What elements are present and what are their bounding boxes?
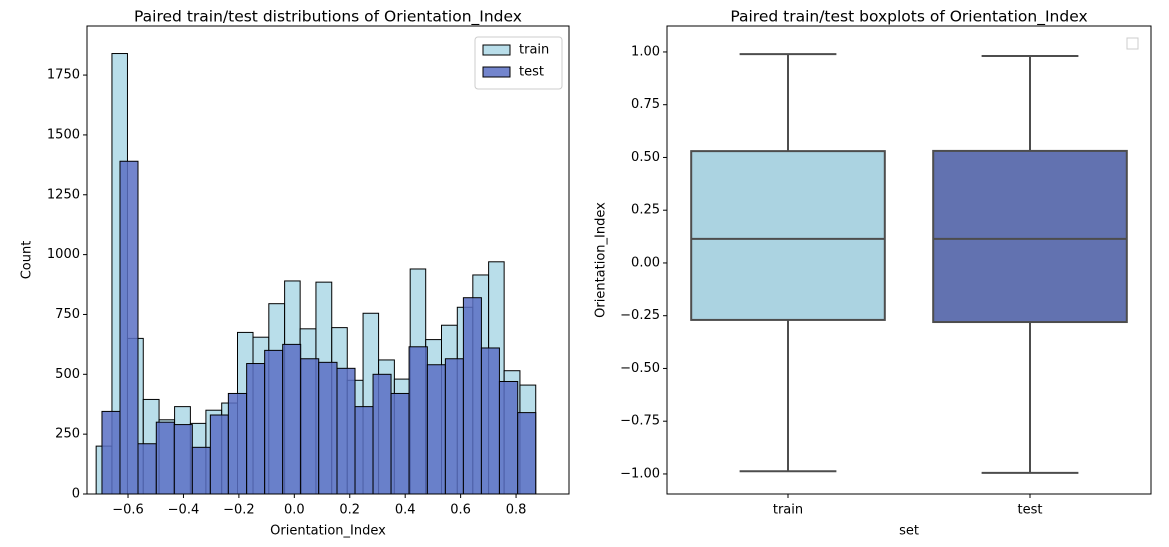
bar	[408, 346, 428, 495]
x-tick-label: −0.6	[112, 503, 144, 518]
y-tick-label: 1.00	[631, 44, 660, 59]
y-tick-label: 1500	[47, 127, 80, 142]
x-tick-label: −0.2	[223, 503, 255, 518]
y-tick-label: 1000	[47, 247, 80, 262]
x-axis-label: set	[899, 524, 919, 539]
bar	[426, 364, 446, 495]
bar	[517, 412, 537, 495]
bar	[498, 380, 519, 495]
legend-swatch	[482, 66, 511, 78]
y-tick-label: 0.00	[631, 255, 660, 270]
chart-title: Paired train/test distributions of Orien…	[134, 8, 522, 27]
bar	[462, 297, 482, 495]
bar	[300, 358, 320, 495]
bar	[480, 347, 500, 495]
bar	[318, 361, 338, 495]
axes-frame	[666, 25, 1152, 495]
y-tick-label: 0.50	[631, 150, 660, 165]
legend-label: test	[519, 65, 544, 80]
y-tick-label: 0.75	[631, 97, 660, 112]
y-tick-label: 1750	[47, 68, 80, 83]
x-tick-label: −0.4	[168, 503, 200, 518]
bar	[336, 367, 356, 495]
bar	[155, 421, 175, 495]
y-tick-label: 0	[72, 487, 80, 502]
y-tick-label: 1250	[47, 187, 80, 202]
x-tick-label: 0.0	[284, 503, 305, 518]
bar	[372, 373, 392, 495]
y-tick-label: −0.50	[620, 361, 660, 376]
y-tick-label: −0.75	[620, 414, 660, 429]
x-tick-label: 0.2	[339, 503, 360, 518]
bar	[444, 358, 464, 495]
y-tick-label: −1.00	[620, 466, 660, 481]
bar	[354, 406, 374, 495]
bar	[191, 446, 211, 495]
y-tick-label: 250	[55, 427, 80, 442]
bar	[227, 392, 248, 495]
y-tick-label: 500	[55, 367, 80, 382]
legend-swatch	[482, 44, 511, 56]
bar	[282, 343, 302, 495]
bar	[101, 410, 121, 495]
box	[932, 149, 1128, 324]
x-tick-label: 0.6	[450, 503, 471, 518]
bar	[137, 443, 157, 495]
x-tick-label: test	[1018, 503, 1043, 518]
bar	[246, 363, 266, 495]
y-axis-label: Orientation_Index	[594, 202, 609, 318]
y-tick-label: −0.25	[620, 308, 660, 323]
x-tick-label: 0.4	[395, 503, 416, 518]
bar	[119, 160, 139, 495]
box	[690, 150, 886, 321]
x-axis-label: Orientation_Index	[270, 524, 386, 539]
x-tick-label: train	[773, 503, 803, 518]
x-tick-label: 0.8	[506, 503, 527, 518]
bar	[264, 349, 284, 495]
bar	[173, 424, 193, 495]
bar	[209, 414, 229, 495]
y-tick-label: 750	[55, 307, 80, 322]
chart-title: Paired train/test boxplots of Orientatio…	[730, 8, 1087, 27]
axes-frame	[86, 25, 570, 495]
legend-label: train	[519, 43, 549, 58]
empty-legend	[1126, 37, 1139, 50]
bar	[390, 392, 410, 495]
y-axis-label: Count	[20, 241, 35, 280]
y-tick-label: 0.25	[631, 203, 660, 218]
